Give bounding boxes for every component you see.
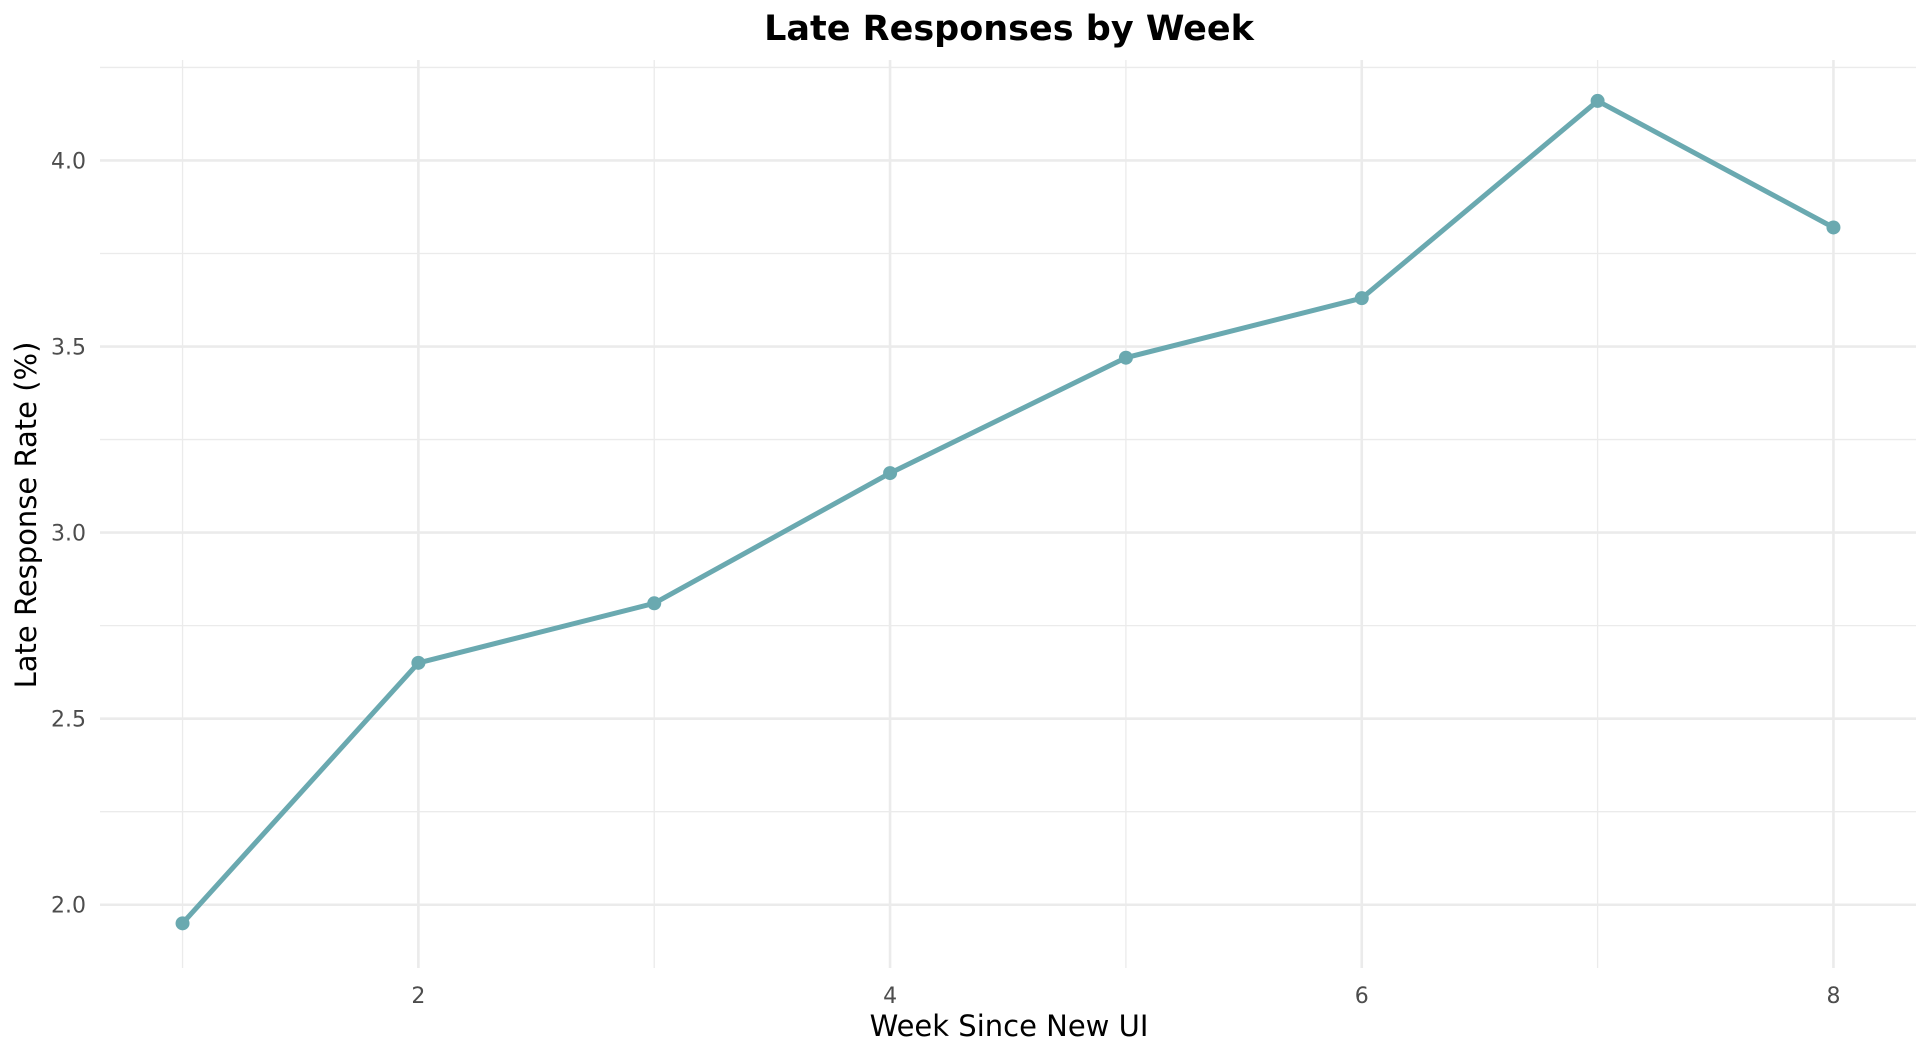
data-point bbox=[411, 655, 426, 670]
data-point bbox=[1590, 93, 1605, 108]
y-tick-label: 2.5 bbox=[51, 708, 86, 733]
y-tick-label: 3.5 bbox=[51, 336, 86, 361]
chart-title: Late Responses by Week bbox=[764, 9, 1255, 49]
y-tick-label: 4.0 bbox=[51, 149, 86, 174]
data-point bbox=[647, 596, 662, 611]
data-point bbox=[175, 916, 190, 931]
x-tick-label: 2 bbox=[411, 984, 425, 1009]
series-line bbox=[180, 98, 1836, 926]
x-tick-labels: 2 4 6 8 bbox=[411, 984, 1840, 1009]
series-layer bbox=[175, 93, 1841, 931]
data-point bbox=[1354, 291, 1369, 306]
y-tick-label: 2.0 bbox=[51, 894, 86, 919]
x-axis-label: Week Since New UI bbox=[870, 1009, 1149, 1043]
major-gridlines bbox=[100, 60, 1916, 968]
x-tick-label: 6 bbox=[1355, 984, 1369, 1009]
x-tick-label: 4 bbox=[883, 984, 897, 1009]
minor-gridlines bbox=[100, 60, 1916, 968]
y-tick-labels: 2.0 2.5 3.0 3.5 4.0 bbox=[51, 149, 86, 918]
data-point bbox=[883, 466, 898, 481]
data-point bbox=[1118, 350, 1133, 365]
y-tick-label: 3.0 bbox=[51, 522, 86, 547]
data-point bbox=[1826, 220, 1841, 235]
x-tick-label: 8 bbox=[1826, 984, 1840, 1009]
y-axis-label: Late Response Rate (%) bbox=[9, 342, 43, 689]
